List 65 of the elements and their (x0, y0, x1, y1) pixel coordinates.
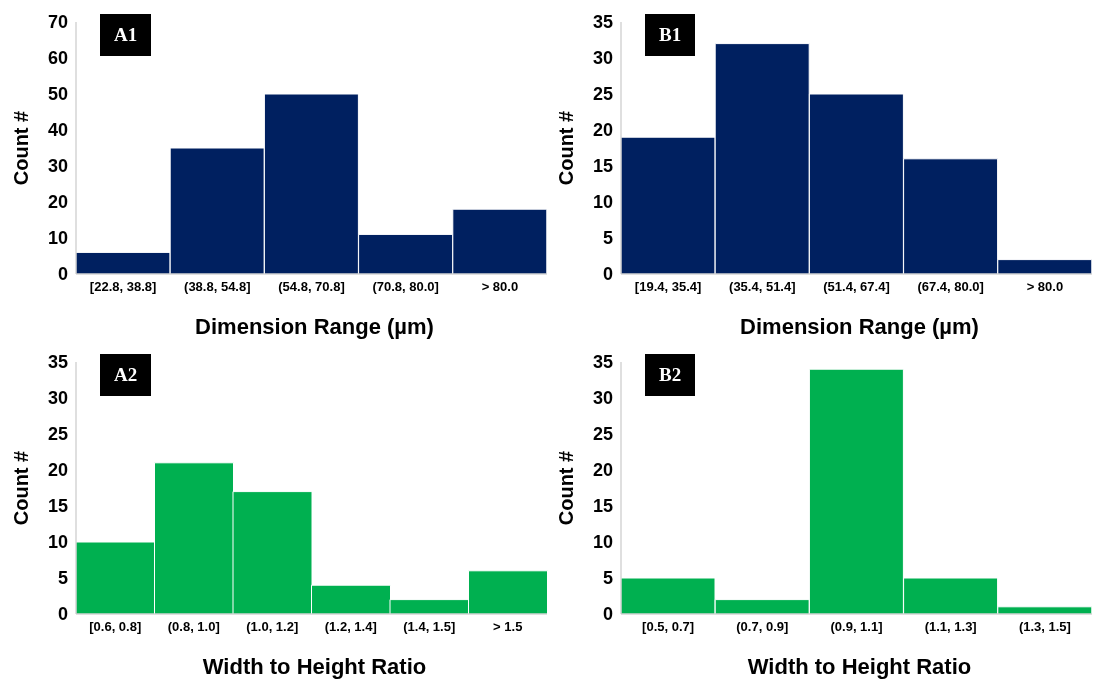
x-tick-label: [0.6, 0.8] (89, 619, 142, 635)
y-tick-label: 50 (47, 84, 68, 105)
y-tick-label: 25 (592, 84, 613, 105)
y-tick-label: 30 (592, 388, 613, 409)
y-tick-label: 15 (592, 156, 613, 177)
y-tick-label: 60 (47, 48, 68, 69)
y-tick-label: 5 (602, 228, 613, 249)
x-tick-label: [19.4, 35.4] (634, 279, 702, 295)
y-tick-label: 70 (47, 12, 68, 33)
x-tick-label: (0.8, 1.0] (167, 619, 220, 635)
y-tick-label: 35 (592, 12, 613, 33)
y-tick-label: 30 (47, 156, 68, 177)
x-axis-title: Dimension Range (µm) (739, 314, 980, 340)
y-tick-label: 30 (592, 48, 613, 69)
y-tick-label: 20 (592, 120, 613, 141)
x-tick-label: > 80.0 (481, 279, 519, 295)
y-tick-label: 40 (47, 120, 68, 141)
x-tick-label: (1.0, 1.2] (246, 619, 299, 635)
x-tick-label: (70.8, 80.0] (372, 279, 439, 295)
chart-title: B2 (645, 354, 696, 396)
y-tick-label: 10 (47, 532, 68, 553)
x-tick-label: (1.3, 1.5] (1018, 619, 1071, 635)
y-axis-title: Count # (555, 110, 578, 186)
x-tick-label: (67.4, 80.0] (917, 279, 984, 295)
y-tick-label: 0 (602, 264, 613, 285)
x-tick-label: > 80.0 (1026, 279, 1064, 295)
y-tick-label: 5 (57, 568, 68, 589)
y-tick-label: 35 (47, 352, 68, 373)
y-tick-label: 15 (47, 496, 68, 517)
y-tick-label: 0 (57, 604, 68, 625)
chart-title: A2 (100, 354, 152, 396)
y-tick-label: 20 (592, 460, 613, 481)
x-tick-label: (1.1, 1.3] (924, 619, 977, 635)
x-tick-label: [22.8, 38.8] (89, 279, 157, 295)
y-axis-title: Count # (10, 450, 33, 526)
x-tick-label: (0.7, 0.9] (736, 619, 789, 635)
x-tick-label: (0.9, 1.1] (830, 619, 883, 635)
y-tick-label: 35 (592, 352, 613, 373)
x-tick-label: > 1.5 (493, 619, 523, 635)
x-tick-label: (51.4, 67.4] (823, 279, 890, 295)
y-tick-label: 25 (592, 424, 613, 445)
y-tick-label: 25 (47, 424, 68, 445)
y-tick-label: 15 (592, 496, 613, 517)
y-tick-label: 5 (602, 568, 613, 589)
chart-title: B1 (645, 14, 696, 56)
y-tick-label: 0 (57, 264, 68, 285)
x-tick-label: (54.8, 70.8] (278, 279, 345, 295)
y-tick-label: 30 (47, 388, 68, 409)
chart-title: A1 (100, 14, 152, 56)
x-tick-label: (35.4, 51.4] (729, 279, 796, 295)
y-tick-label: 0 (602, 604, 613, 625)
x-axis-title: Width to Height Ratio (746, 654, 973, 680)
y-tick-label: 10 (47, 228, 68, 249)
x-tick-label: (1.4, 1.5] (403, 619, 456, 635)
x-tick-label: (38.8, 54.8] (184, 279, 251, 295)
x-axis-title: Dimension Range (µm) (194, 314, 435, 340)
y-axis-title: Count # (10, 110, 33, 186)
x-tick-label: [0.5, 0.7] (642, 619, 695, 635)
x-tick-label: (1.2, 1.4] (324, 619, 377, 635)
y-tick-label: 20 (47, 460, 68, 481)
x-axis-title: Width to Height Ratio (201, 654, 428, 680)
y-axis-title: Count # (555, 450, 578, 526)
y-tick-label: 10 (592, 532, 613, 553)
y-tick-label: 10 (592, 192, 613, 213)
y-tick-label: 20 (47, 192, 68, 213)
